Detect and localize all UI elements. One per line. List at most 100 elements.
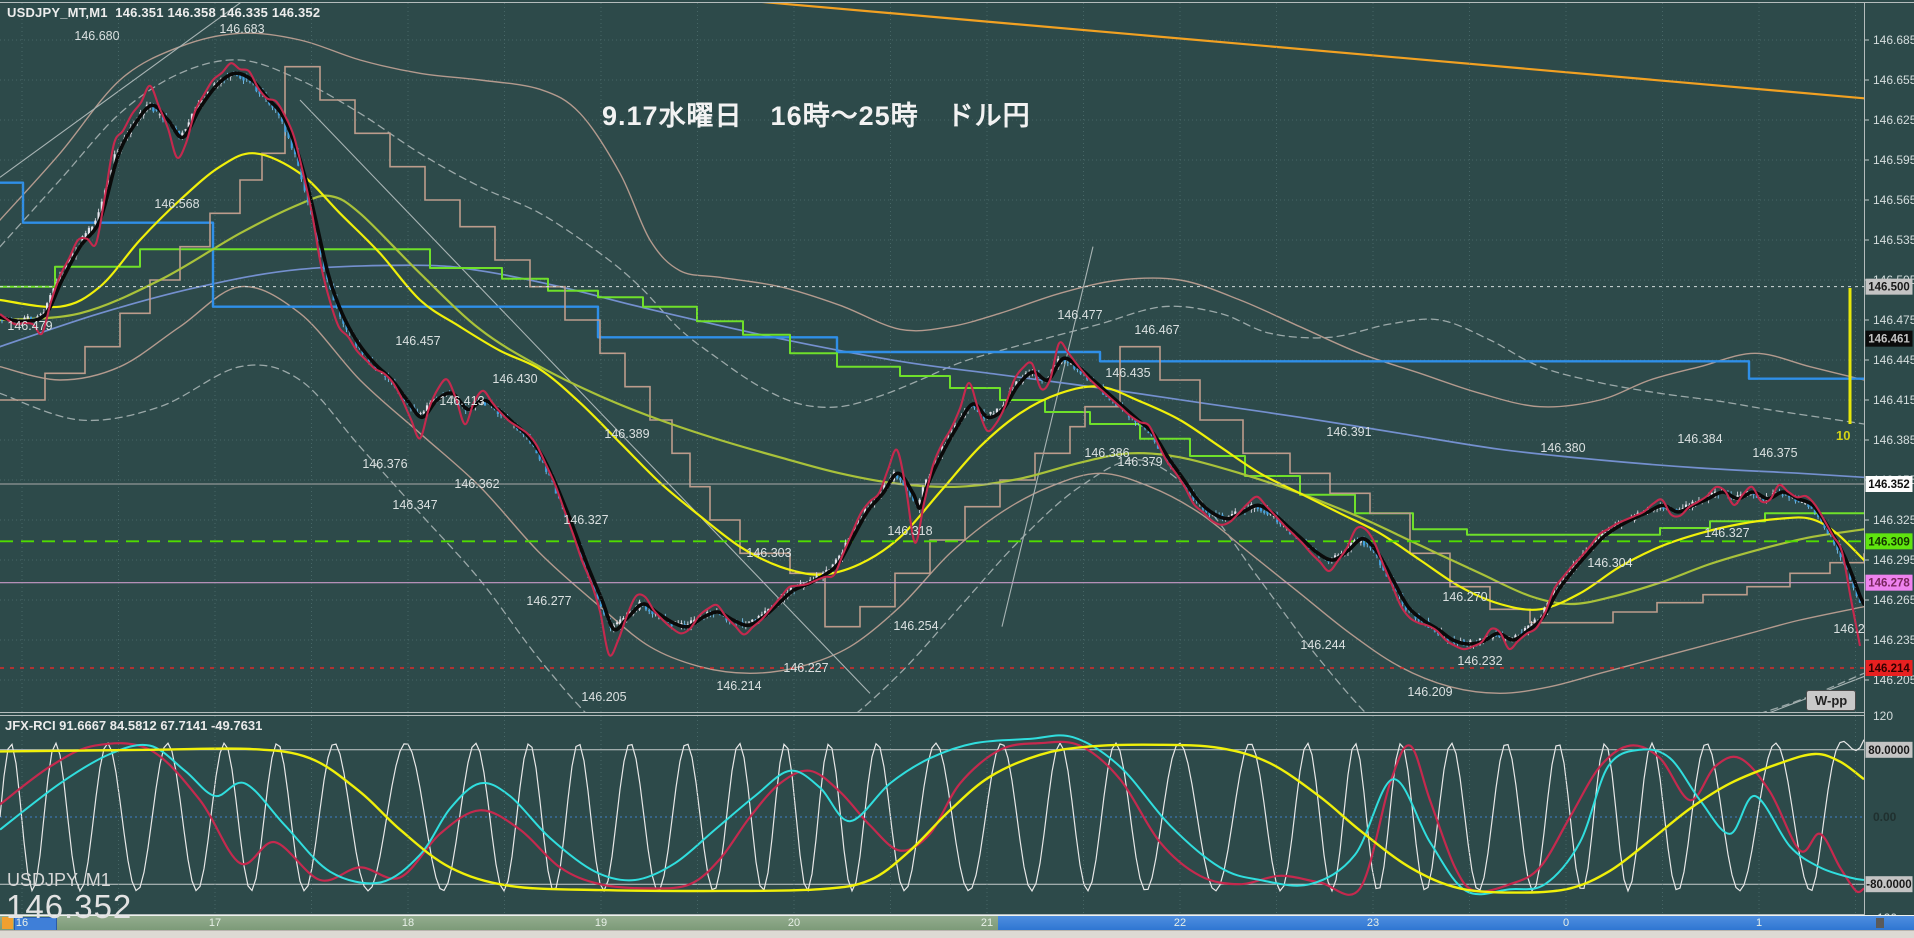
- price-annotation: 146.386: [1084, 446, 1129, 460]
- price-annotation: 146.568: [154, 197, 199, 211]
- green-step-line: [0, 248, 1864, 536]
- axis-time-label: 16: [15, 917, 29, 929]
- price-tag: 146.352: [1868, 479, 1910, 491]
- yellow-ma: [0, 152, 1864, 611]
- grid: [0, 39, 1864, 681]
- price-annotation: 146.362: [454, 477, 499, 491]
- axis-price-label: 146.235: [1873, 633, 1914, 647]
- price-annotation: 146.205: [581, 690, 626, 704]
- axis-time-label: 1: [1755, 917, 1763, 929]
- axis-time-label: 17: [208, 917, 222, 929]
- envelope-upper: [0, 32, 1864, 408]
- price-annotation: 146.457: [395, 334, 440, 348]
- blue-step-line: [0, 181, 1864, 380]
- price-tag-bg: [1865, 278, 1913, 295]
- price-annotations: 146.680 146.683 146.568 146.479 146.457 146.4…: [7, 22, 1864, 704]
- rci-subwindow-layer: [0, 734, 1864, 896]
- price-annotation: 146.389: [604, 427, 649, 441]
- axis-time-label: 19: [594, 917, 608, 929]
- price-annotation: 146.304: [1587, 556, 1632, 570]
- rci-indicator-readout: JFX-RCI 91.6667 84.5812 67.7141 -49.7631: [5, 718, 263, 733]
- price-annotation: 146.430: [492, 372, 537, 386]
- rci-axis-label: 120: [1873, 709, 1893, 723]
- envelope-lower: [0, 285, 1864, 694]
- scrollbar-corner-glyph[interactable]: [1876, 918, 1884, 928]
- price-annotation: 146.391: [1326, 425, 1371, 439]
- h-scrollbar-thumb[interactable]: [998, 916, 1914, 930]
- price-tag-bg: [1865, 741, 1913, 758]
- price-annotation: 146.347: [392, 498, 437, 512]
- price-tag-bg: [1865, 574, 1913, 591]
- axis-time-label: 23: [1366, 917, 1380, 929]
- price-tag: 146.500: [1868, 282, 1910, 294]
- axis-price-label: 146.385: [1873, 433, 1914, 447]
- axis-price-label: 146.565: [1873, 193, 1914, 207]
- symbol-ohlc-readout: USDJPY_MT,M1 146.351 146.358 146.335 146…: [7, 5, 321, 20]
- price-tag: 146.461: [1868, 334, 1910, 346]
- price-annotation: 146.318: [887, 524, 932, 538]
- price-tag: 146.309: [1868, 536, 1910, 548]
- right-axis-layer: 146.685 146.655 146.625 146.595 146.565 146.5…: [1864, 33, 1914, 925]
- time-axis-topline: [0, 915, 1914, 916]
- orange-trendline[interactable]: [740, 0, 1914, 103]
- price-annotation: 146.227: [783, 661, 828, 675]
- price-annotation: 146.270: [1442, 590, 1487, 604]
- price-tag-bg: [1865, 660, 1913, 676]
- axis-price-label: 146.475: [1873, 313, 1914, 327]
- current-price-readout: 146.352: [6, 888, 133, 925]
- axis-price-label: 146.685: [1873, 33, 1914, 47]
- axis-time-label: 20: [787, 917, 801, 929]
- axis-price-label: 146.325: [1873, 513, 1914, 527]
- price-annotation: 146.477: [1057, 308, 1102, 322]
- price-tag: -80.0000: [1866, 879, 1911, 891]
- rci-line-cyan: [0, 734, 1864, 896]
- axis-time-label: 18: [401, 917, 415, 929]
- price-annotation: 146.254: [893, 619, 938, 633]
- crimson-fast-ma: [0, 62, 1862, 657]
- weekly-pivot-tag[interactable]: W-pp: [1806, 690, 1857, 711]
- time-axis-scrollbar[interactable]: 16 17 18 19 20 21 22 23 0 1: [0, 916, 1914, 931]
- price-annotation: 146.327: [563, 513, 608, 527]
- price-tag: 146.214: [1868, 663, 1910, 675]
- price-annotation: 146.376: [362, 457, 407, 471]
- chart-title: 9.17水曜日 16時～25時 ドル円: [602, 101, 1031, 131]
- price-annotation: 146.435: [1105, 366, 1150, 380]
- axis-price-label: 146.265: [1873, 593, 1914, 607]
- vline-label: 10: [1836, 428, 1851, 443]
- price-annotation: 146.479: [7, 319, 52, 333]
- axis-price-label: 146.295: [1873, 553, 1914, 567]
- price-annotation: 146.380: [1540, 441, 1585, 455]
- price-annotation: 146.214: [716, 679, 761, 693]
- axis-price-label: 146.655: [1873, 73, 1914, 87]
- price-annotation: 146.209: [1407, 685, 1452, 699]
- trendline-2[interactable]: [1001, 246, 1094, 627]
- price-annotation: 146.303: [746, 546, 791, 560]
- price-annotation: 146.680: [74, 29, 119, 43]
- tan-stair-step-line: [0, 65, 1864, 628]
- price-tag-bg: [1865, 533, 1913, 550]
- symbol-timeframe-label: USDJPY, M1: [7, 870, 111, 890]
- price-annotation: 146.327: [1704, 526, 1749, 540]
- trendline-1[interactable]: [0, 0, 290, 178]
- price-annotation: 146.413: [439, 394, 484, 408]
- trendline-0[interactable]: [299, 99, 871, 694]
- axis-price-label: 146.535: [1873, 233, 1914, 247]
- axis-time-label: 0: [1562, 917, 1570, 929]
- rci-line-yellow: [0, 743, 1864, 894]
- price-annotation: 146.384: [1677, 432, 1722, 446]
- price-annotation: 146.683: [219, 22, 264, 36]
- rci-line-red: [0, 740, 1864, 896]
- bollinger-lower-dashed: [0, 364, 1864, 712]
- window-bottom-chrome: [0, 930, 1914, 938]
- axis-price-label: 146.205: [1873, 673, 1914, 687]
- price-annotation: 146.244: [1300, 638, 1345, 652]
- price-annotation: 146.467: [1134, 323, 1179, 337]
- black-ma: [0, 71, 1864, 646]
- main-chart-layer: 146.680 146.683 146.568 146.479 146.457 146.4…: [0, 0, 1914, 712]
- bollinger-upper-dashed: [0, 59, 1864, 425]
- axis-price-label: 146.625: [1873, 113, 1914, 127]
- axis-time-label: 21: [980, 917, 994, 929]
